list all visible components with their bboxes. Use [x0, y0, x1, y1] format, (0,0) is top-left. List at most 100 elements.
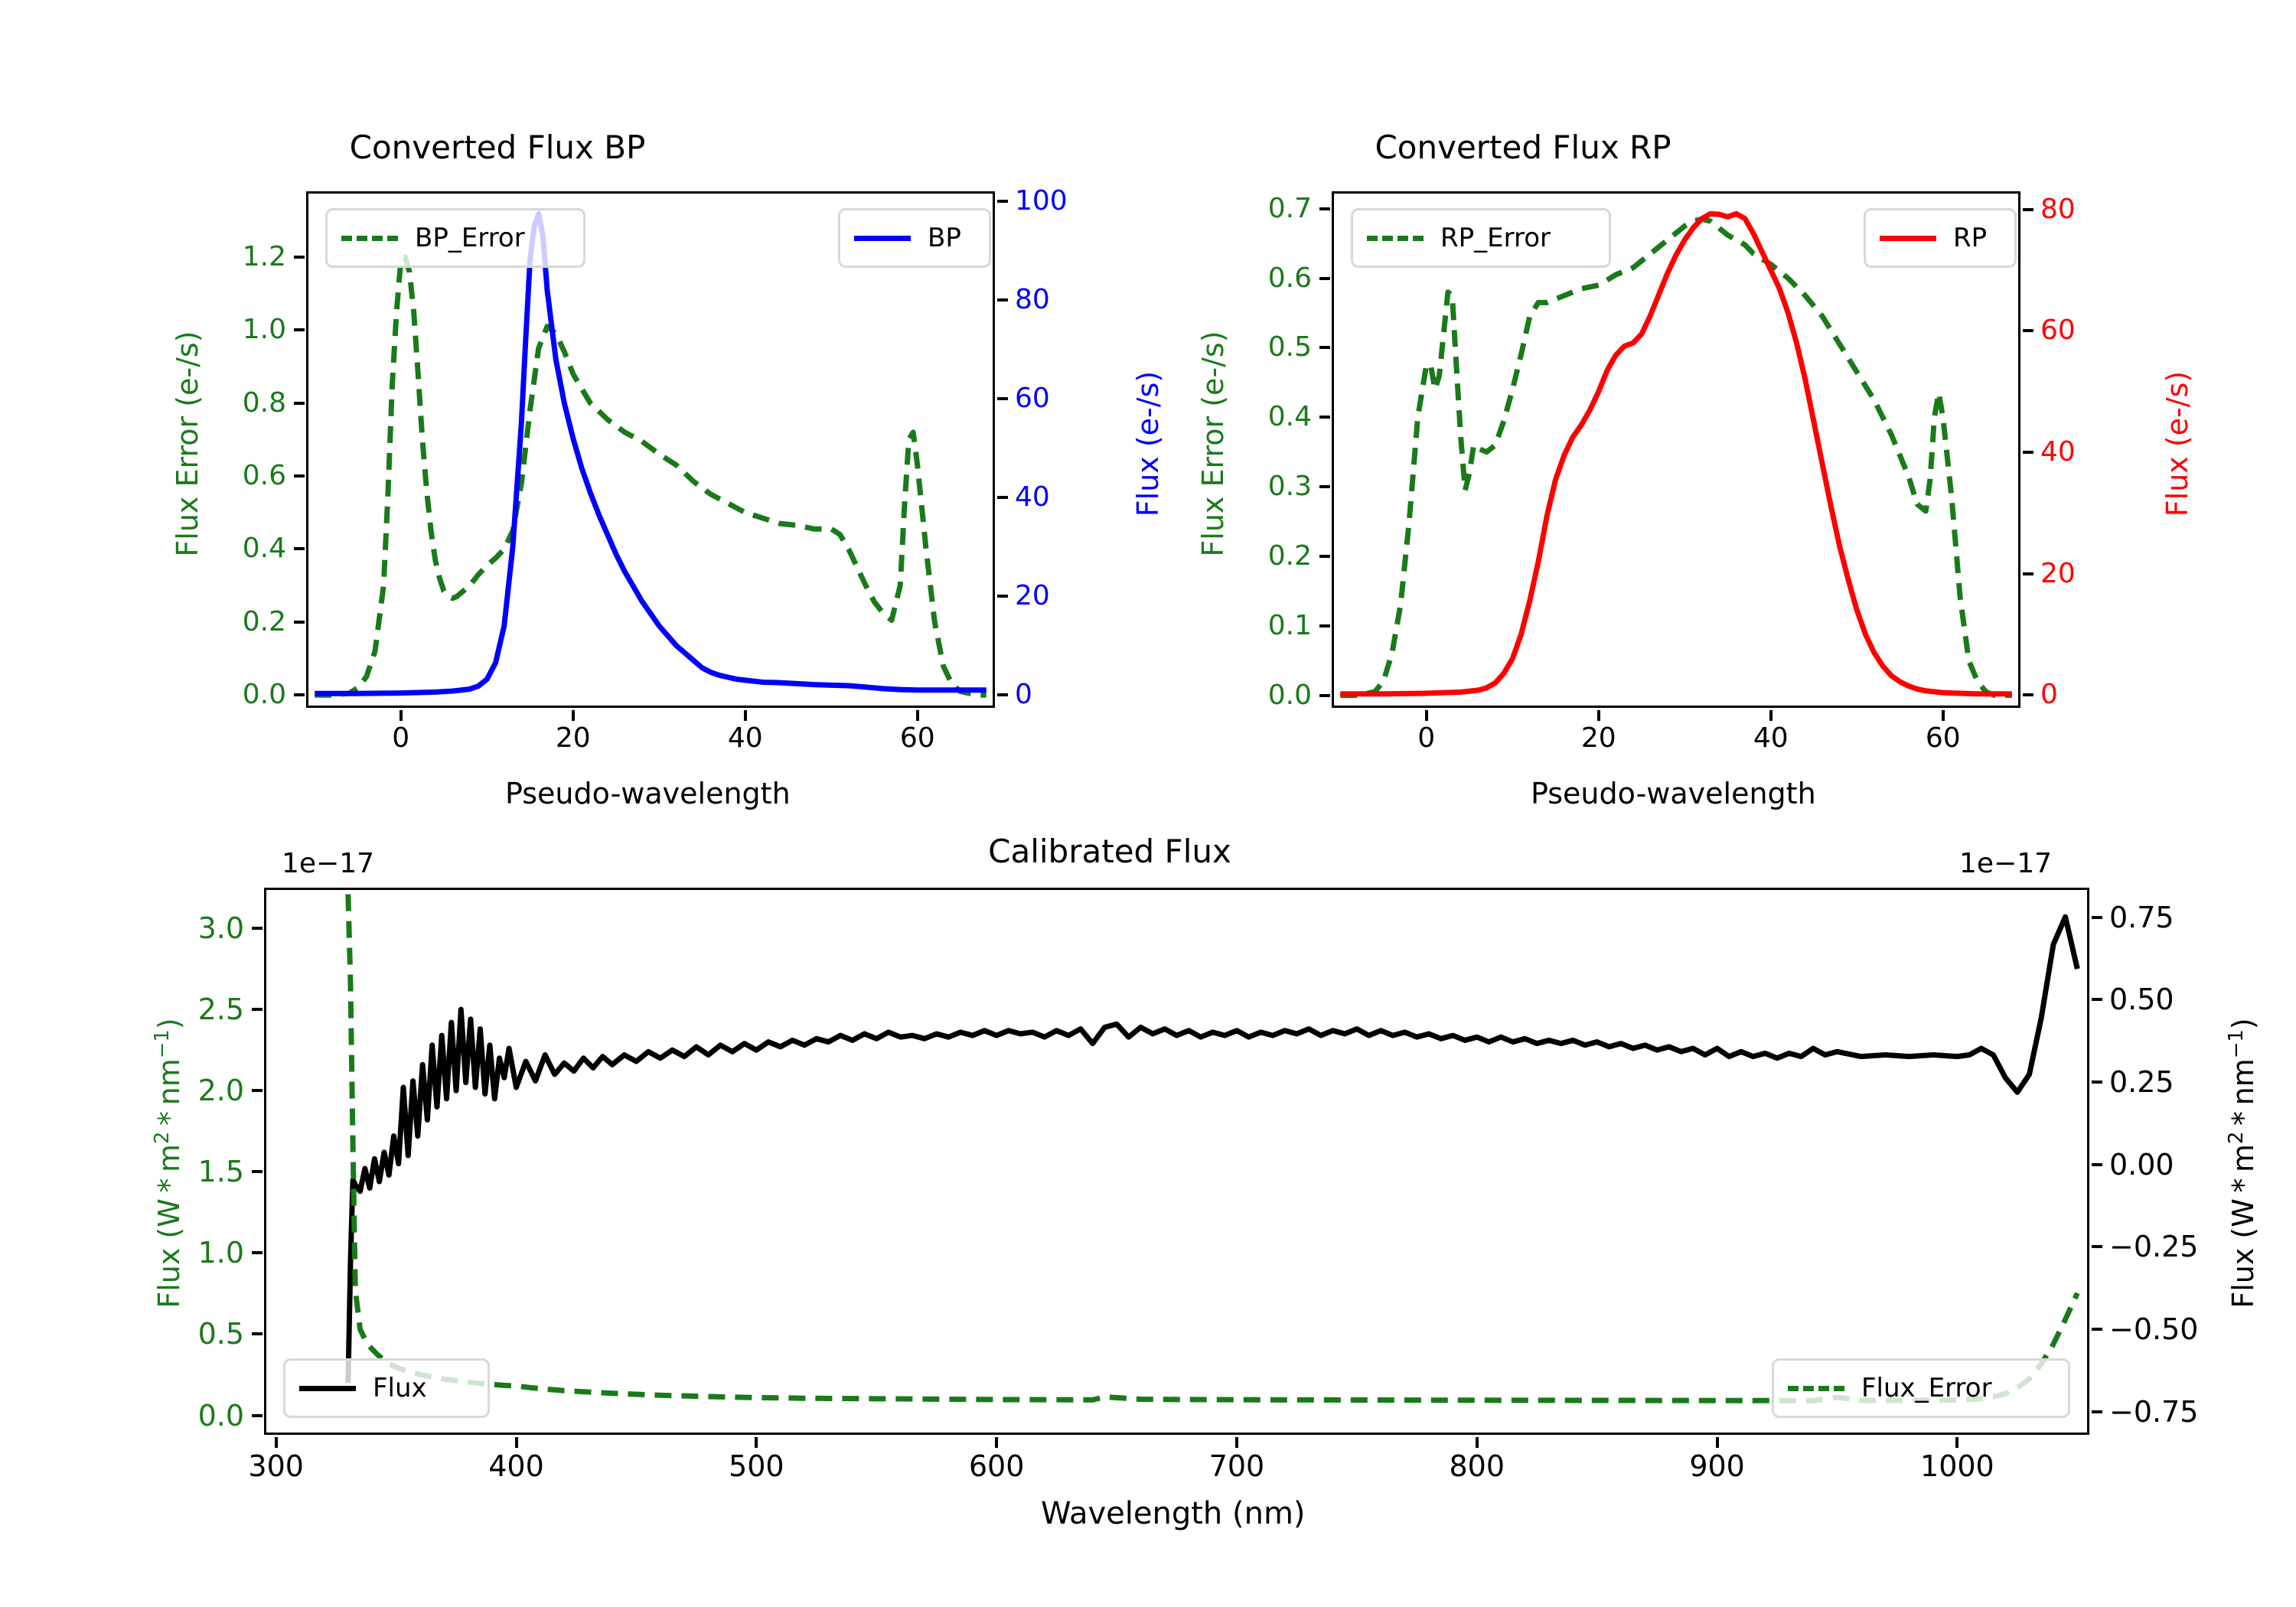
ytick-left-label: 0.0 — [242, 679, 286, 711]
panel-rp-xlabel: Pseudo-wavelength — [1531, 777, 1816, 810]
ytick-left-label: 0.3 — [1267, 471, 1312, 503]
panel-bp-title: Converted Flux BP — [349, 129, 646, 166]
ytick-left-mark — [1319, 554, 1330, 558]
xtick-mark — [274, 1437, 278, 1448]
series-bp_error — [315, 254, 987, 698]
ytick-right-mark — [2023, 207, 2033, 211]
panel-bp-legend-flux-label: BP — [928, 223, 961, 253]
ytick-right-label: 20 — [1015, 580, 1050, 612]
ytick-right-mark — [2092, 1162, 2102, 1166]
ytick-right-label: 40 — [1015, 481, 1050, 513]
xtick-label: 1000 — [1920, 1449, 1994, 1483]
ytick-left-mark — [1319, 207, 1330, 210]
ytick-left-label: 0.4 — [1267, 401, 1312, 433]
ytick-left-mark — [1319, 276, 1330, 280]
series-rp — [1340, 210, 2012, 697]
ytick-left-label: 1.5 — [197, 1155, 244, 1189]
panel-rp-title: Converted Flux RP — [1375, 129, 1671, 166]
panel-rp-legend-error[interactable]: RP_Error — [1351, 208, 1611, 268]
panel-calibrated-ylabel-right: Flux (W * m2 * nm−1) — [2225, 1018, 2260, 1309]
ytick-right-mark — [997, 693, 1008, 697]
xtick-label: 400 — [488, 1449, 544, 1483]
xtick-label: 300 — [248, 1449, 304, 1483]
ytick-left-label: 0.5 — [1267, 331, 1312, 363]
ytick-right-label: 0.00 — [2109, 1147, 2174, 1182]
panel-calibrated-legend-error[interactable]: Flux_Error — [1772, 1358, 2070, 1418]
xtick-label: 800 — [1449, 1449, 1505, 1483]
legend-line-solid-black — [299, 1385, 356, 1391]
xtick-label: 20 — [1580, 722, 1616, 754]
ytick-left-label: 0.1 — [1267, 609, 1312, 641]
legend-line-dashed-green — [1367, 235, 1424, 241]
ytick-right-label: 60 — [2040, 315, 2076, 347]
ytick-left-mark — [252, 1170, 263, 1174]
ytick-right-mark — [997, 397, 1008, 401]
xtick-mark — [1955, 1437, 1959, 1448]
ytick-left-mark — [294, 255, 305, 259]
panel-rp-legend-flux-label: RP — [1953, 223, 1988, 253]
ytick-left-mark — [252, 1008, 263, 1012]
ytick-left-label: 1.2 — [242, 240, 286, 272]
ytick-left-label: 0.2 — [242, 605, 286, 637]
ytick-left-label: 2.0 — [197, 1074, 244, 1108]
ytick-left-label: 0.7 — [1267, 192, 1312, 224]
panel-calibrated-xlabel: Wavelength (nm) — [1041, 1496, 1306, 1531]
series-flux_error — [345, 894, 2080, 1403]
ytick-left-label: 1.0 — [242, 314, 286, 346]
xtick-mark — [1941, 710, 1945, 721]
ytick-left-mark — [294, 401, 305, 405]
ytick-left-mark — [294, 474, 305, 478]
ytick-right-label: 0.25 — [2109, 1065, 2174, 1100]
ytick-right-label: 20 — [2040, 557, 2076, 589]
ytick-left-label: 0.2 — [1267, 539, 1312, 572]
ytick-right-label: −0.50 — [2109, 1312, 2199, 1347]
panel-calibrated-legend-flux[interactable]: Flux — [283, 1358, 490, 1418]
ytick-left-label: 0.0 — [1267, 679, 1312, 711]
xtick-mark — [1475, 1437, 1479, 1448]
legend-line-dashed-green — [341, 235, 398, 241]
panel-calibrated-legend-flux-label: Flux — [373, 1373, 427, 1403]
ytick-left-mark — [252, 1413, 263, 1417]
panel-calibrated-offset-left: 1e−17 — [282, 848, 375, 879]
xtick-label: 0 — [392, 722, 410, 754]
ytick-right-label: 60 — [1015, 383, 1050, 415]
ytick-left-mark — [252, 1089, 263, 1093]
xtick-mark — [995, 1437, 999, 1448]
ytick-right-label: 0.50 — [2109, 983, 2174, 1017]
ytick-left-mark — [1319, 346, 1330, 350]
xtick-mark — [399, 710, 403, 721]
ytick-left-mark — [252, 1332, 263, 1336]
panel-bp-plot-area — [306, 191, 995, 708]
panel-rp-legend-flux[interactable]: RP — [1864, 208, 2017, 268]
panel-calibrated-title: Calibrated Flux — [988, 833, 1231, 870]
ytick-right-label: 80 — [1015, 283, 1050, 315]
ytick-right-mark — [2092, 998, 2102, 1002]
panel-rp-legend-error-label: RP_Error — [1440, 223, 1551, 253]
xtick-mark — [1715, 1437, 1719, 1448]
ytick-left-label: 0.6 — [1267, 262, 1312, 294]
ytick-left-label: 3.0 — [197, 911, 244, 946]
ytick-left-label: 1.0 — [197, 1236, 244, 1270]
ytick-right-label: 0 — [2040, 679, 2058, 711]
xtick-label: 900 — [1689, 1449, 1745, 1483]
panel-calibrated-ylabel-left: Flux (W * m2 * nm−1) — [151, 1018, 186, 1309]
panel-bp-legend-flux[interactable]: BP — [838, 208, 991, 268]
ytick-right-mark — [2092, 1410, 2102, 1413]
panel-bp-legend-error[interactable]: BP_Error — [325, 208, 585, 268]
ytick-right-label: 0 — [1015, 679, 1032, 711]
series-rp_error — [1340, 216, 2012, 699]
ytick-right-mark — [997, 595, 1008, 598]
xtick-label: 500 — [729, 1449, 784, 1483]
panel-calibrated-legend-error-label: Flux_Error — [1861, 1373, 1992, 1403]
xtick-label: 700 — [1208, 1449, 1265, 1483]
legend-line-dashed-green — [1788, 1385, 1844, 1391]
ytick-left-label: 0.0 — [197, 1398, 244, 1433]
ytick-left-label: 2.5 — [197, 993, 244, 1027]
panel-bp-xlabel: Pseudo-wavelength — [505, 777, 791, 810]
legend-line-solid-red — [1880, 235, 1936, 241]
ytick-right-mark — [997, 199, 1008, 203]
ytick-right-label: 100 — [1015, 184, 1068, 217]
ytick-right-label: 40 — [2040, 436, 2076, 468]
